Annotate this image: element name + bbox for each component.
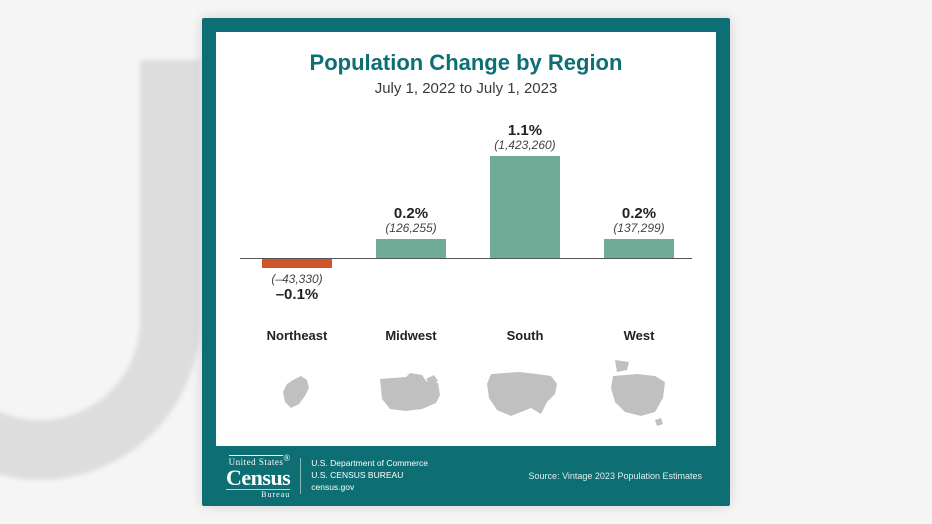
region-labels-row: NortheastMidwestSouthWest: [240, 328, 692, 348]
region-label: Midwest: [354, 328, 468, 343]
census-logo: United States® Census Bureau: [226, 454, 290, 498]
bar-count-label: (137,299): [582, 221, 696, 235]
card-footer: United States® Census Bureau U.S. Depart…: [216, 446, 716, 506]
dept-line-2: U.S. CENSUS BUREAU: [311, 470, 428, 482]
source-text: Source: Vintage 2023 Population Estimate…: [529, 471, 702, 481]
bar-group-midwest: 0.2%(126,255): [354, 118, 468, 298]
bar: [262, 259, 332, 268]
region-maps-row: [240, 356, 692, 436]
logo-registered: ®: [283, 453, 290, 463]
region-map-icon: [354, 356, 468, 432]
chart-title: Population Change by Region: [216, 32, 716, 76]
bar-group-south: 1.1%(1,423,260): [468, 118, 582, 298]
bar-pct-label: 0.2%: [354, 205, 468, 222]
dept-line-3: census.gov: [311, 482, 428, 494]
bar-pct-label: 0.2%: [582, 205, 696, 222]
region-label: Northeast: [240, 328, 354, 343]
background-watermark-shape: [0, 60, 200, 480]
bar-pct-label: –0.1%: [240, 286, 354, 303]
bar: [376, 239, 446, 258]
bar-pct-label: 1.1%: [468, 122, 582, 139]
region-map-icon: [240, 356, 354, 432]
dept-line-1: U.S. Department of Commerce: [311, 458, 428, 470]
bar-group-northeast: –0.1%(–43,330): [240, 118, 354, 298]
region-label: South: [468, 328, 582, 343]
chart-subtitle: July 1, 2022 to July 1, 2023: [216, 76, 716, 97]
bar-count-label: (–43,330): [240, 272, 354, 286]
logo-main-text: Census: [226, 468, 290, 488]
bar-count-label: (1,423,260): [468, 138, 582, 152]
bar-chart: –0.1%(–43,330)0.2%(126,255)1.1%(1,423,26…: [240, 118, 692, 298]
bar-group-west: 0.2%(137,299): [582, 118, 696, 298]
logo-bureau-text: Bureau: [226, 489, 290, 498]
region-map-icon: [468, 356, 582, 432]
infographic-card: Population Change by Region July 1, 2022…: [202, 18, 730, 506]
dept-text-block: U.S. Department of Commerce U.S. CENSUS …: [300, 458, 428, 494]
bar: [604, 239, 674, 258]
bar: [490, 156, 560, 258]
card-inner: Population Change by Region July 1, 2022…: [216, 32, 716, 446]
footer-logo-block: United States® Census Bureau U.S. Depart…: [216, 454, 428, 498]
bar-count-label: (126,255): [354, 221, 468, 235]
region-label: West: [582, 328, 696, 343]
region-map-icon: [582, 356, 696, 432]
